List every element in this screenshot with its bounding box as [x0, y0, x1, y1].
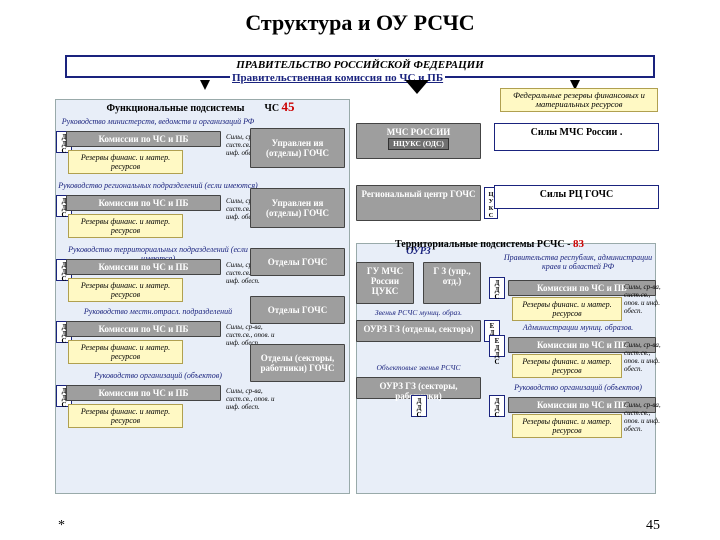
level-row: Руководство местн.отрасл. подразделений … [58, 307, 258, 365]
reserve-box: Резервы финанс. и матер. ресурсов [68, 214, 183, 238]
territorial-row: Руководство организаций (объектов) ДДС К… [494, 383, 662, 443]
leadership-label: Руководство региональных подразделений (… [58, 181, 258, 190]
arrow-down-icon [405, 80, 429, 94]
mchs-column: МЧС РОССИИ НЦУКС (ОДС) Региональный цент… [356, 95, 481, 500]
dds-box: ДДС [411, 395, 427, 417]
gochs-box: Управлен ия (отделы) ГОЧС [250, 188, 345, 228]
reserve-box: Резервы финанс. и матер. ресурсов [68, 150, 183, 174]
edds-box: ЕДДС [489, 335, 505, 357]
territorial-row: Администрации муниц. образов. ЕДДС Комис… [494, 323, 662, 383]
commission-box: Комиссии по ЧС и ПБ [66, 195, 221, 211]
leadership-label: Руководство местн.отрасл. подразделений [58, 307, 258, 316]
gochs-column: Управлен ия (отделы) ГОЧС Управлен ия (о… [250, 95, 345, 500]
functional-subsystems-column: Функциональные подсистемы ЧС 45 Руководс… [58, 95, 258, 500]
mchs-forces-box: Силы МЧС России . [494, 123, 659, 151]
gochs-box: Отделы (секторы, работники) ГОЧС [250, 344, 345, 382]
commission-box: Комиссии по ЧС и ПБ [66, 259, 221, 275]
reserve-box: Резервы финанс. и матер. ресурсов [68, 340, 183, 364]
rc-forces-box: Силы РЦ ГОЧС [494, 185, 659, 209]
reserve-box: Резервы финанс. и матер. ресурсов [512, 297, 622, 321]
gz2-box: ОУРЗ ГЗ (отделы, сектора) [356, 320, 481, 342]
gu-mchs-box: ГУ МЧС России ЦУКС [356, 262, 414, 304]
commission-box: Комиссии по ЧС и ПБ [66, 321, 221, 337]
level-row: Руководство территориальных подразделени… [58, 245, 258, 303]
ncuks-badge: НЦУКС (ОДС) [388, 138, 449, 150]
level-row: Руководство региональных подразделений (… [58, 181, 258, 239]
mchs-russia-box: МЧС РОССИИ НЦУКС (ОДС) [356, 123, 481, 159]
level-row: Руководство министерств, ведомств и орга… [58, 117, 258, 175]
leadership-label: Руководство организаций (объектов) [58, 371, 258, 380]
dds-box: ДДС [489, 395, 505, 417]
gochs-box: Отделы ГОЧС [250, 248, 345, 276]
reserve-box: Резервы финанс. и матер. ресурсов [512, 414, 622, 438]
slide-number: 45 [646, 518, 660, 534]
leadership-label: Правительства республик, администрации к… [494, 253, 662, 271]
forces-label: Силы, ср-ва, сист.св., опов. и инф. обес… [624, 401, 666, 433]
gochs-box: Управлен ия (отделы) ГОЧС [250, 128, 345, 168]
commission-box: Комиссии по ЧС и ПБ [66, 385, 221, 401]
forces-label: Силы, ср-ва, сист.св., опов. и инф. обес… [624, 283, 666, 315]
leadership-label: Руководство организаций (объектов) [494, 383, 662, 392]
reserve-box: Резервы финанс. и матер. ресурсов [512, 354, 622, 378]
footnote-star: * [58, 518, 65, 534]
dds-box: ДДС [489, 277, 505, 299]
territorial-count: 83 [573, 238, 584, 250]
forces-label: Силы, ср-ва, сист.св., опов. и инф. обес… [624, 341, 666, 373]
leadership-label: Руководство министерств, ведомств и орга… [58, 117, 258, 126]
commission-box: Комиссии по ЧС и ПБ [66, 131, 221, 147]
reserve-box: Резервы финанс. и матер. ресурсов [68, 278, 183, 302]
mun-links-label: Звенья РСЧС муниц. образ. [356, 308, 481, 317]
gz-box: Г З (упр., отд.) [423, 262, 481, 304]
leadership-label: Администрации муниц. образов. [494, 323, 662, 332]
slide-title: Структура и ОУ РСЧС [0, 10, 720, 36]
gochs-box: Отделы ГОЧС [250, 296, 345, 324]
territorial-header: Территориальные подсистемы РСЧС - 83 [395, 238, 655, 250]
regional-center-box: Региональный центр ГОЧС [356, 185, 481, 221]
slide: Структура и ОУ РСЧС ПРАВИТЕЛЬСТВО РОССИЙ… [0, 0, 720, 540]
arrow-down-icon [200, 80, 210, 90]
territorial-row: Правительства республик, администрации к… [494, 253, 662, 313]
obj-links-label: Объектовые звенья РСЧС [350, 363, 487, 372]
level-row: Руководство организаций (объектов) ДДС К… [58, 371, 258, 429]
reserve-box: Резервы финанс. и матер. ресурсов [68, 404, 183, 428]
